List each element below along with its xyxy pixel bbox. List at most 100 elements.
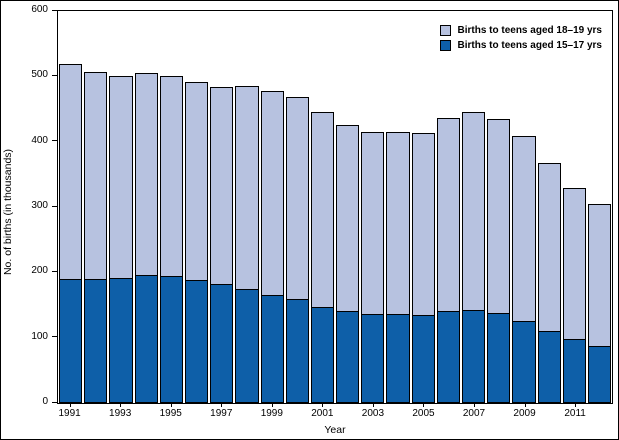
y-tick-200 bbox=[52, 270, 57, 272]
legend-row-series-1: Births to teens aged 18–19 yrs bbox=[440, 25, 602, 36]
bar-segment-2012-series-0 bbox=[587, 346, 612, 403]
bar-segment-2005-series-0 bbox=[411, 316, 435, 403]
x-tick-label-2003: 2003 bbox=[361, 408, 385, 419]
bar-2009 bbox=[511, 11, 536, 403]
y-tick-label-100: 100 bbox=[31, 330, 48, 342]
x-tick-label-1997: 1997 bbox=[210, 408, 233, 419]
x-tick-1991 bbox=[69, 403, 71, 407]
x-tick-label-2005: 2005 bbox=[412, 408, 435, 419]
bar-2011 bbox=[562, 11, 587, 403]
bar-1995 bbox=[159, 11, 184, 403]
bar-2012 bbox=[587, 11, 612, 403]
bar-segment-2007-series-0 bbox=[462, 310, 486, 403]
legend-swatch-series-1 bbox=[440, 25, 452, 36]
x-tick-2001 bbox=[322, 403, 324, 407]
x-tick-2003 bbox=[372, 403, 374, 407]
bar-segment-1992-series-0 bbox=[84, 280, 108, 403]
bar-segment-2003-series-1 bbox=[361, 131, 385, 316]
bar-segment-2001-series-1 bbox=[310, 112, 335, 309]
bar-segment-2010-series-1 bbox=[537, 163, 561, 332]
x-tick-label-2009: 2009 bbox=[513, 408, 536, 419]
y-tick-label-500: 500 bbox=[31, 69, 48, 81]
bar-segment-1991-series-1 bbox=[59, 63, 83, 281]
bar-2010 bbox=[537, 11, 562, 403]
bar-2005 bbox=[411, 11, 436, 403]
bar-segment-1998-series-0 bbox=[235, 289, 259, 403]
x-tick-1993 bbox=[120, 403, 122, 407]
bar-2008 bbox=[486, 11, 511, 403]
bar-segment-2011-series-0 bbox=[562, 339, 586, 403]
bar-segment-1995-series-0 bbox=[159, 276, 183, 403]
bar-segment-2012-series-1 bbox=[587, 203, 612, 347]
bar-segment-1999-series-0 bbox=[260, 295, 284, 403]
y-tick-400 bbox=[52, 140, 57, 142]
bar-segment-2005-series-1 bbox=[411, 132, 435, 317]
bar-2007 bbox=[461, 11, 486, 403]
y-tick-label-600: 600 bbox=[31, 4, 48, 15]
bar-1996 bbox=[184, 11, 209, 403]
bar-1997 bbox=[209, 11, 234, 403]
bar-segment-2008-series-1 bbox=[487, 118, 511, 315]
y-tick-600 bbox=[52, 9, 57, 11]
bar-segment-1994-series-0 bbox=[134, 275, 158, 403]
bar-segment-2001-series-0 bbox=[310, 308, 335, 403]
bar-segment-2009-series-1 bbox=[512, 135, 536, 322]
bar-1993 bbox=[108, 11, 133, 403]
y-tick-500 bbox=[52, 74, 57, 76]
x-tick-label-1993: 1993 bbox=[109, 408, 132, 419]
y-tick-100 bbox=[52, 336, 57, 338]
plot-area: Births to teens aged 18–19 yrs Births to … bbox=[57, 10, 613, 404]
bar-segment-2011-series-1 bbox=[562, 188, 586, 340]
bar-segment-2000-series-0 bbox=[285, 300, 309, 403]
legend-label-series-1: Births to teens aged 18–19 yrs bbox=[457, 25, 602, 36]
bar-2003 bbox=[360, 11, 385, 403]
legend-label-series-0: Births to teens aged 15–17 yrs bbox=[457, 40, 602, 51]
bar-segment-2000-series-1 bbox=[285, 96, 309, 301]
bar-segment-1994-series-1 bbox=[134, 73, 158, 276]
x-tick-2009 bbox=[524, 403, 526, 407]
bar-segment-2003-series-0 bbox=[361, 315, 385, 403]
x-tick-1999 bbox=[271, 403, 273, 407]
y-tick-label-200: 200 bbox=[31, 265, 48, 277]
x-tick-1997 bbox=[221, 403, 223, 407]
bar-segment-2002-series-1 bbox=[336, 124, 360, 313]
x-tick-label-1991: 1991 bbox=[58, 408, 81, 419]
bar-1991 bbox=[58, 11, 83, 403]
bar-segment-1993-series-0 bbox=[109, 278, 133, 403]
x-tick-2005 bbox=[423, 403, 425, 407]
x-tick-label-1995: 1995 bbox=[159, 408, 182, 419]
bar-segment-2009-series-0 bbox=[512, 322, 536, 403]
x-tick-label-2011: 2011 bbox=[564, 408, 586, 419]
bar-segment-1993-series-1 bbox=[109, 75, 133, 279]
bar-1999 bbox=[260, 11, 285, 403]
x-axis-title: Year bbox=[324, 424, 346, 436]
y-tick-label-400: 400 bbox=[31, 134, 48, 146]
y-tick-label-300: 300 bbox=[31, 200, 48, 211]
y-tick-300 bbox=[52, 205, 57, 207]
bar-segment-2006-series-0 bbox=[436, 312, 460, 403]
x-tick-1995 bbox=[170, 403, 172, 407]
x-tick-label-2007: 2007 bbox=[462, 408, 486, 419]
x-tick-label-1999: 1999 bbox=[260, 408, 283, 419]
bar-segment-1996-series-1 bbox=[184, 81, 209, 282]
y-tick-0 bbox=[52, 401, 57, 403]
legend-swatch-series-0 bbox=[440, 40, 452, 51]
y-tick-label-0: 0 bbox=[42, 396, 48, 407]
bar-segment-2006-series-1 bbox=[436, 118, 460, 313]
bar-segment-2004-series-0 bbox=[386, 315, 410, 403]
bar-segment-2002-series-0 bbox=[336, 312, 360, 403]
bar-segment-1991-series-0 bbox=[59, 280, 83, 403]
bar-2001 bbox=[310, 11, 335, 403]
bar-segment-1996-series-0 bbox=[184, 281, 209, 403]
bars-container bbox=[58, 11, 612, 403]
bar-1998 bbox=[234, 11, 259, 403]
bar-2004 bbox=[385, 11, 410, 403]
legend: Births to teens aged 18–19 yrs Births to … bbox=[440, 25, 602, 51]
bar-segment-2010-series-0 bbox=[537, 331, 561, 403]
x-axis: 1991 1993 1995 1997 1999 2001 2003 2005 2007 2009… bbox=[57, 403, 613, 425]
bar-2002 bbox=[335, 11, 360, 403]
bar-segment-1995-series-1 bbox=[159, 76, 183, 277]
bar-segment-1997-series-0 bbox=[210, 285, 234, 403]
bar-segment-1992-series-1 bbox=[84, 72, 108, 281]
bar-segment-1998-series-1 bbox=[235, 86, 259, 290]
